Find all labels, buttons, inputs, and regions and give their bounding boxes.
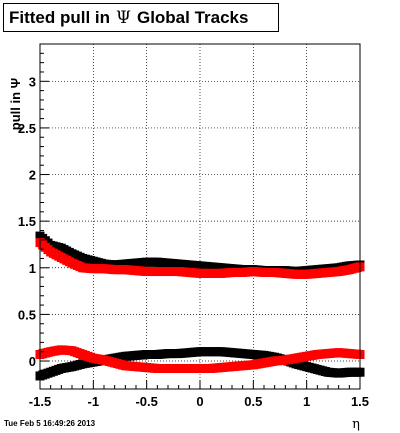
y-tick-label: 2 [29,168,36,183]
axis-ticks [39,43,361,390]
x-tick-label: -1.5 [29,394,51,409]
series-1 [35,238,365,279]
timestamp-footer: Tue Feb 5 16:49:26 2013 [4,419,96,428]
tick-labels: -1.5 -1 -0.5 0 0.5 1 1.5 0 0.5 1 1.5 2 2.5 3 [18,74,369,409]
y-tick-label: 0 [29,354,36,369]
title-suffix: Global Tracks [136,8,249,27]
y-tick-label: 1.5 [18,214,36,229]
x-tick-label: -0.5 [135,394,157,409]
y-tick-label: 2.5 [18,121,36,136]
x-axis-label: η [352,417,360,432]
y-tick-label: 0.5 [18,307,36,322]
series-3 [35,345,365,373]
y-tick-label: 1 [29,261,36,276]
x-tick-label: -1 [88,394,100,409]
title-prefix: Fitted pull in [9,8,111,27]
data-series [35,231,365,381]
x-tick-label: 0 [196,394,203,409]
x-tick-label: 1 [303,394,310,409]
y-tick-label: 3 [29,74,36,89]
x-tick-label: 0.5 [244,394,262,409]
grid-lines [39,44,361,389]
chart-title: Fitted pull in Ψ Global Tracks [3,3,279,32]
y-axis-label: pull in Ψ [8,78,23,130]
psi-symbol: Ψ [116,8,131,28]
x-tick-label: 1.5 [351,394,369,409]
